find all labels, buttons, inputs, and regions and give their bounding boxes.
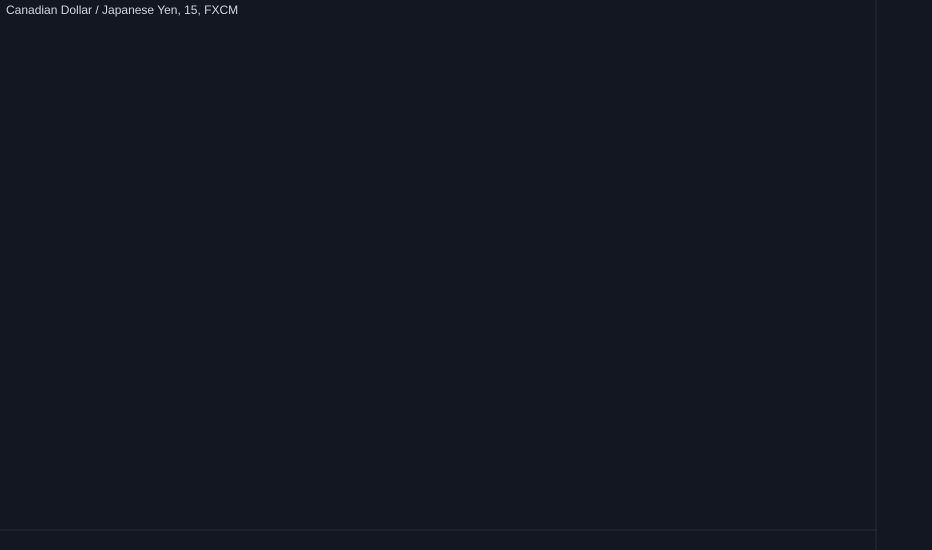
chart-title: Canadian Dollar / Japanese Yen, 15, FXCM <box>6 3 238 17</box>
